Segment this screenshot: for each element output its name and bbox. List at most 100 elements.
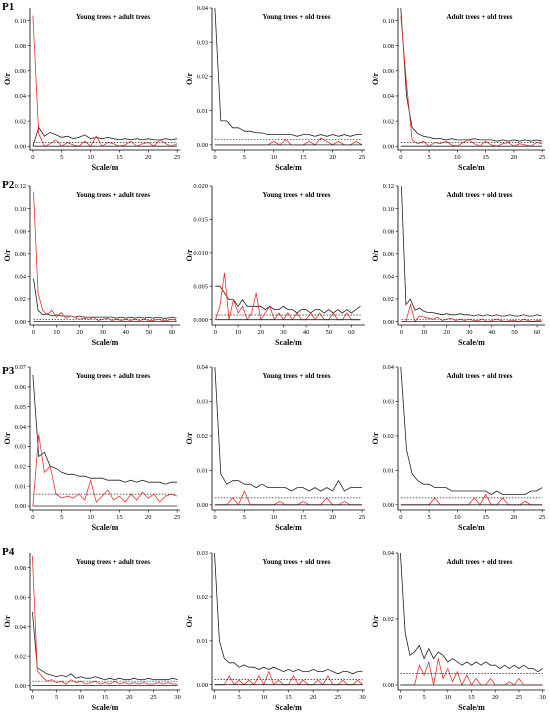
y-tick-label: 0.01 [197, 468, 208, 475]
y-tick-label: 0.020 [193, 183, 208, 190]
y-tick-label: 0.05 [15, 404, 26, 411]
y-tick-label: 0.03 [15, 444, 26, 451]
x-tick-label: 25 [359, 154, 366, 161]
x-tick-label: 30 [280, 329, 287, 336]
y-tick-label: 0.02 [383, 433, 394, 440]
series-line-black [32, 126, 178, 147]
axis-frame [29, 553, 180, 691]
x-tick-label: 0 [399, 514, 402, 521]
x-tick-label: 20 [443, 329, 450, 336]
y-tick-label: 0.06 [383, 251, 395, 258]
y-tick-label: 0.03 [197, 550, 208, 557]
x-tick-label: 20 [492, 694, 499, 701]
y-tick-label: 0.02 [197, 594, 208, 601]
y-tick-label: 0.07 [15, 364, 27, 371]
x-tick-label: 15 [116, 154, 123, 161]
axis-frame [29, 367, 180, 511]
x-tick-label: 10 [445, 694, 452, 701]
y-tick-label: 0.04 [15, 424, 27, 431]
x-axis-label: Scale/m [275, 703, 302, 712]
x-tick-label: 40 [303, 329, 310, 336]
y-tick-label: 0.00 [383, 143, 394, 150]
x-tick-label: 25 [335, 694, 342, 701]
y-tick-label: 0.02 [15, 296, 26, 303]
x-tick-label: 10 [454, 514, 461, 521]
panel-title: Young trees + old trees [263, 372, 331, 380]
x-tick-label: 15 [482, 514, 489, 521]
x-tick-label: 5 [427, 514, 430, 521]
x-tick-label: 10 [235, 329, 242, 336]
chart-panel: Young trees + old trees 0 5 10 15 20 25 0.00 0.0… [185, 5, 365, 172]
x-tick-label: 5 [60, 154, 63, 161]
panel-title: Young trees + adult trees [76, 558, 150, 566]
x-tick-label: 20 [76, 329, 83, 336]
series-line-black [400, 552, 543, 673]
x-axis-label: Scale/m [275, 523, 302, 532]
y-tick-label: 0.00 [197, 682, 208, 689]
x-tick-label: 25 [359, 514, 366, 521]
x-tick-label: 10 [78, 694, 85, 701]
x-tick-label: 10 [454, 154, 461, 161]
y-axis-label: O/r [371, 73, 380, 85]
axis-frame [211, 553, 365, 691]
x-tick-label: 5 [427, 154, 430, 161]
series-line-black [400, 366, 543, 495]
y-tick-label: 0.06 [15, 384, 27, 391]
chart-panel: Young trees + adult trees 0 5 10 15 20 25 0.00 0… [3, 8, 180, 172]
axis-frame [211, 367, 365, 511]
x-tick-label: 10 [271, 154, 278, 161]
x-tick-label: 10 [271, 514, 278, 521]
x-tick-label: 5 [60, 514, 63, 521]
y-axis-label: O/r [3, 615, 12, 627]
x-tick-label: 40 [489, 329, 496, 336]
x-tick-label: 20 [145, 514, 152, 521]
y-tick-label: 0.12 [383, 183, 394, 190]
axis-frame [397, 367, 545, 511]
axis-frame [397, 186, 545, 326]
y-tick-label: 0.02 [15, 118, 26, 125]
x-tick-label: 0 [31, 514, 34, 521]
x-tick-label: 20 [511, 514, 518, 521]
x-tick-label: 15 [482, 154, 489, 161]
x-tick-label: 0 [31, 694, 34, 701]
x-tick-label: 5 [243, 514, 246, 521]
x-tick-label: 20 [329, 154, 336, 161]
y-tick-label: 0.01 [197, 638, 208, 645]
x-tick-label: 10 [421, 329, 428, 336]
panel-title: Adult trees + old trees [447, 372, 513, 380]
axis-frame [397, 8, 545, 151]
y-tick-label: 0.01 [15, 483, 26, 490]
x-axis-label: Scale/m [458, 523, 485, 532]
axis-frame [29, 186, 180, 326]
y-tick-label: 0.04 [383, 364, 395, 371]
panel-title: Young trees + adult trees [76, 13, 150, 21]
series-line-black [32, 611, 178, 681]
chart-panel: Young trees + old trees 0 10 20 30 40 50 60 0.00… [185, 183, 365, 347]
series-line-red [214, 137, 363, 146]
y-tick-label: 0.06 [383, 68, 395, 75]
chart-panel: Adult trees + old trees 0 10 20 30 40 50 60 0.00… [371, 183, 545, 347]
y-tick-label: 0.00 [383, 319, 394, 326]
y-tick-label: 0.02 [383, 616, 394, 623]
x-tick-label: 30 [359, 694, 366, 701]
series-line-black [215, 285, 361, 314]
x-axis-label: Scale/m [92, 163, 119, 172]
y-tick-label: 0.02 [383, 118, 394, 125]
y-axis-label: O/r [185, 249, 194, 261]
x-tick-label: 0 [213, 514, 216, 521]
y-tick-label: 0.02 [383, 296, 394, 303]
y-axis-label: O/r [3, 73, 12, 85]
y-tick-label: 0.00 [197, 502, 208, 509]
chart-panel: Young trees + adult trees 0 5 10 15 20 25 30 0.0… [3, 553, 181, 712]
x-tick-label: 30 [174, 694, 181, 701]
x-tick-label: 30 [539, 694, 546, 701]
y-tick-label: 0.08 [15, 565, 26, 572]
y-tick-label: 0.08 [383, 228, 394, 235]
x-tick-label: 40 [123, 329, 130, 336]
y-tick-label: 0.06 [15, 251, 27, 258]
y-tick-label: 0.03 [383, 399, 394, 406]
x-axis-label: Scale/m [92, 523, 119, 532]
y-tick-label: 0.01 [197, 108, 208, 115]
x-tick-label: 10 [261, 694, 268, 701]
panel-title: Young trees + adult trees [76, 372, 150, 380]
